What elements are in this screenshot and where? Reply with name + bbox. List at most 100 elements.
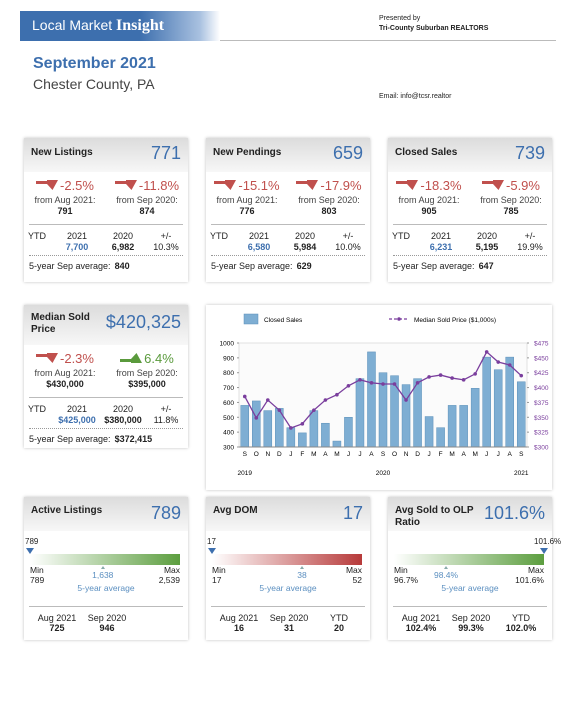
x-tick-label: D [415,451,420,458]
stat-header: Sep 2020 [87,613,127,623]
dotted-rule [29,255,183,256]
ytd-header: +/- [524,231,536,241]
bar [401,384,411,448]
metric-title: New Listings [31,147,93,158]
gauge-avg-marker [300,566,304,569]
ytd-header: +/- [160,231,172,241]
card-header [24,497,188,531]
y2-tick-label: $375 [534,400,549,407]
ytd-header: 2021 [66,231,88,241]
arrow-shape [296,180,319,190]
y-tick-label: 300 [223,445,234,452]
ytd-header: YTD [392,231,410,241]
email: Email: info@tcsr.realtor [379,93,452,100]
arrow-shape [120,353,143,363]
divider [29,397,183,398]
y-tick-label: 400 [223,430,234,437]
bar [459,405,468,448]
line-point [392,382,397,386]
metric-card: New Listings 771 -2.5% from Aug 2021: 791 -11… [24,138,188,282]
ytd-header: YTD [28,231,46,241]
gauge-title: Active Listings [31,505,103,516]
gauge-min: 789 [30,575,45,585]
metric-value: $420,325 [105,312,181,332]
gauge-current: 101.6% [534,537,562,546]
stat-header: YTD [330,613,348,623]
change-base: $430,000 [46,379,84,389]
dotted-rule [29,428,183,429]
stat-value: 102.4% [405,623,437,633]
bar [298,432,307,448]
stat-value: 102.0% [505,623,537,633]
change-label: from Sep 2020: [298,195,360,205]
ytd-header: YTD [210,231,228,241]
x-tick-label: D [277,451,282,458]
line-point [335,392,339,397]
gauge-min-label: Min [30,565,44,575]
arrow-shape [36,180,59,190]
gauge-marker [540,548,548,554]
arrow-shape [36,353,59,363]
change-pct: -2.5% [60,178,94,193]
dotted-rule [211,255,365,256]
change: -5.9% [469,178,553,193]
metric-card: New Pendings 659 -15.1% from Aug 2021: 776 -1… [206,138,370,282]
average-label: 5-year Sep average: [211,261,293,271]
metric-value: 659 [332,143,363,163]
change-label: from Aug 2021: [398,195,460,205]
change-pct: -11.8% [138,178,180,193]
line-point [277,408,282,412]
gauge-max-label: Max [527,565,544,575]
ytd-header: 2021 [430,231,452,241]
ytd-value: 6,580 [247,242,271,252]
bar [516,381,526,448]
gauge-value: 101.6% [483,503,545,523]
divider [393,606,547,607]
average-label: 5-year Sep average: [393,261,475,271]
card-header [388,138,552,172]
change: -18.3% [387,178,471,193]
ytd-value: 19.9% [517,242,543,252]
x-tick-label: O [254,451,259,458]
change-base: 785 [503,206,519,216]
area: Chester County, PA [33,76,155,92]
bar [367,351,376,448]
line-point [427,375,431,379]
change-base: 874 [139,206,155,216]
x-tick-label: O [392,451,397,458]
divider [211,224,365,225]
change-label: from Sep 2020: [116,368,178,378]
org: Tri-County Suburban REALTORS [379,25,489,32]
gauge-bar [394,554,544,565]
metric-card: Closed Sales 739 -18.3% from Aug 2021: 905 -5… [388,138,552,282]
line-point [242,394,247,399]
average: 5-year Sep average: 647 [393,261,494,271]
x-tick-label: A [461,451,466,458]
bar [505,356,514,448]
average-label: 5-year Sep average: [29,261,111,271]
bar [413,378,422,448]
card-header [206,138,370,172]
change-label: from Sep 2020: [480,195,542,205]
stat-header: Aug 2021 [401,613,441,623]
gauge-bar [30,554,180,565]
change: -15.1% [205,178,289,193]
metric-card: Median Sold Price $420,325 -2.3% from Aug 2… [24,305,188,448]
line-point [369,381,374,385]
gauge-avg: 38 [297,570,307,580]
ytd-header: 2021 [66,404,88,414]
ytd-header: YTD [28,404,46,414]
divider [393,224,547,225]
ytd-value: 6,982 [111,242,135,252]
bar [493,369,503,448]
gauge-avg-label: 5-year average [259,583,317,593]
y2-tick-label: $325 [534,430,549,437]
bar [482,356,491,448]
y-tick-label: 800 [223,370,234,377]
x-tick-label: J [358,451,361,458]
gauge-title: Avg DOM [213,505,258,516]
ytd-header: +/- [342,231,354,241]
presented-by: Presented by [379,15,421,22]
y-tick-label: 1000 [220,341,235,348]
x-tick-label: M [472,451,477,458]
